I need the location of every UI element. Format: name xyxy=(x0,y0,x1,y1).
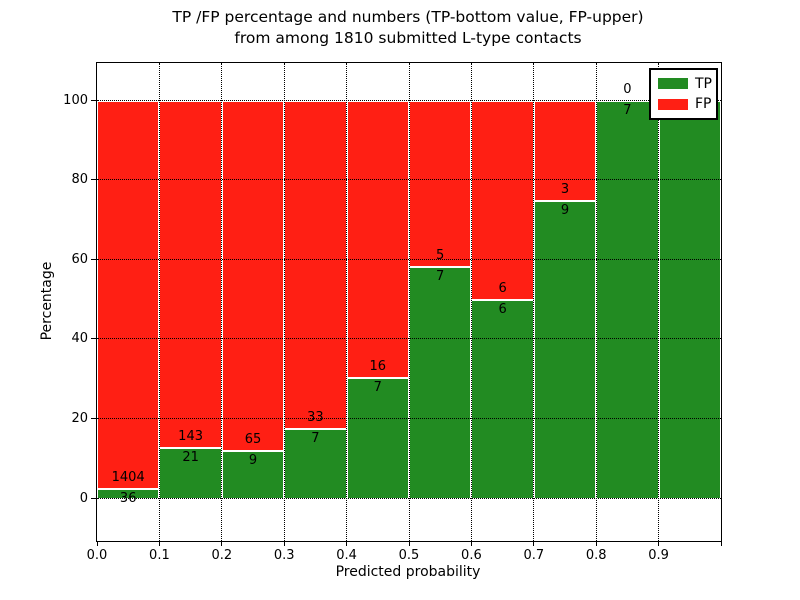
plot-area: TP FP 14043614321659337167576639070260.0… xyxy=(63,62,722,563)
fp-count-label: 3 xyxy=(560,181,570,197)
y-gridline xyxy=(97,338,721,340)
x-tick-label: 0.9 xyxy=(648,548,669,563)
fp-count-label: 5 xyxy=(436,248,445,264)
x-tick-label: 0.1 xyxy=(149,548,170,563)
chart-title-line2: from among 1810 submitted L-type contact… xyxy=(234,29,582,47)
x-gridline xyxy=(658,63,660,541)
x-tick-mark xyxy=(283,542,285,546)
y-tick-label: 80 xyxy=(71,172,88,188)
y-gridline xyxy=(97,418,721,420)
x-tick-label: 0.2 xyxy=(211,548,233,563)
tp-count-label: 21 xyxy=(182,450,199,466)
fp-count-label: 65 xyxy=(244,431,262,447)
x-gridline xyxy=(283,63,285,541)
bar-segment-fp xyxy=(284,100,347,429)
x-tick-mark xyxy=(96,542,98,546)
legend-label-tp: TP xyxy=(695,75,712,92)
y-gridline xyxy=(97,99,721,101)
bar-segment-tp xyxy=(221,449,285,499)
bar-segment-tp xyxy=(533,199,597,499)
x-axis-label: Predicted probability xyxy=(335,564,481,580)
tp-count-label: 9 xyxy=(560,202,570,218)
bar-segment-fp xyxy=(97,100,160,489)
legend-label-fp: FP xyxy=(695,96,712,113)
bar-segment-tp xyxy=(159,447,222,499)
x-tick-label: 0.3 xyxy=(273,548,295,563)
x-tick-label: 0.4 xyxy=(336,548,357,563)
tp-count-label: 7 xyxy=(311,431,320,447)
x-gridline xyxy=(470,63,472,541)
x-gridline xyxy=(221,63,223,541)
x-tick-mark xyxy=(658,542,660,546)
x-gridline xyxy=(595,63,597,541)
bar-segment-tp xyxy=(346,377,409,499)
tp-count-label: 7 xyxy=(623,103,632,119)
y-gridline xyxy=(97,179,721,181)
x-tick-mark xyxy=(720,542,722,546)
bar-segment-tp xyxy=(658,100,721,499)
x-tick-mark xyxy=(595,542,597,546)
fp-count-label: 6 xyxy=(498,281,507,297)
legend-swatch-fp xyxy=(658,98,688,110)
y-gridline xyxy=(97,258,721,260)
tp-count-label: 36 xyxy=(119,491,137,507)
chart-title-line1: TP /FP percentage and numbers (TP-bottom… xyxy=(172,8,644,26)
bar-segment-fp xyxy=(346,100,409,377)
x-tick-mark xyxy=(408,542,410,546)
x-tick-label: 0.0 xyxy=(86,548,108,563)
x-gridline xyxy=(533,63,535,541)
y-tick-mark xyxy=(91,179,96,181)
x-tick-label: 0.7 xyxy=(523,548,545,563)
legend-swatch-tp xyxy=(658,78,688,90)
bar-segment-tp xyxy=(409,266,472,499)
bar-segment-fp xyxy=(471,100,534,300)
fp-count-label: 16 xyxy=(369,359,387,375)
tp-count-label: 9 xyxy=(248,452,258,468)
y-tick-mark xyxy=(91,99,96,101)
y-tick-label: 100 xyxy=(63,92,88,108)
x-tick-mark xyxy=(533,542,535,546)
fp-count-label: 33 xyxy=(307,410,324,426)
x-tick-mark xyxy=(221,542,223,546)
y-tick-label: 0 xyxy=(79,490,88,506)
x-tick-label: 0.8 xyxy=(585,548,607,563)
chart-title: TP /FP percentage and numbers (TP-bottom… xyxy=(96,7,720,49)
x-gridline xyxy=(408,63,410,541)
bar-segment-tp xyxy=(471,299,534,499)
y-axis-label: Percentage xyxy=(39,261,55,341)
fp-count-label: 0 xyxy=(623,82,632,98)
x-tick-label: 0.5 xyxy=(398,548,420,563)
y-gridline xyxy=(97,497,721,499)
y-tick-mark xyxy=(91,258,96,260)
y-tick-mark xyxy=(91,418,96,420)
tp-count-label: 7 xyxy=(436,269,445,285)
y-tick-mark xyxy=(91,338,96,340)
fp-count-label: 1404 xyxy=(111,470,145,486)
tp-count-label: 6 xyxy=(498,302,507,318)
y-tick-label: 20 xyxy=(71,411,88,427)
legend: TP FP xyxy=(649,68,718,120)
y-tick-mark xyxy=(91,497,96,499)
bar-segment-tp xyxy=(97,488,160,499)
y-tick-label: 40 xyxy=(71,331,88,347)
bar-segment-fp xyxy=(159,100,222,448)
bar-segment-fp xyxy=(221,100,285,450)
x-gridline xyxy=(346,63,348,541)
bar-segment-tp xyxy=(596,100,659,499)
bar-segment-fp xyxy=(409,100,472,267)
x-tick-mark xyxy=(346,542,348,546)
x-tick-mark xyxy=(470,542,472,546)
bar-segment-fp xyxy=(533,100,597,200)
legend-item-fp: FP xyxy=(658,97,716,111)
legend-item-tp: TP xyxy=(658,77,716,91)
y-tick-label: 60 xyxy=(71,251,88,267)
x-gridline xyxy=(158,63,160,541)
x-tick-label: 0.6 xyxy=(461,548,482,563)
fp-count-label: 143 xyxy=(178,429,203,445)
bar-segment-tp xyxy=(284,428,347,499)
x-tick-mark xyxy=(158,542,160,546)
tp-count-label: 7 xyxy=(373,380,382,396)
